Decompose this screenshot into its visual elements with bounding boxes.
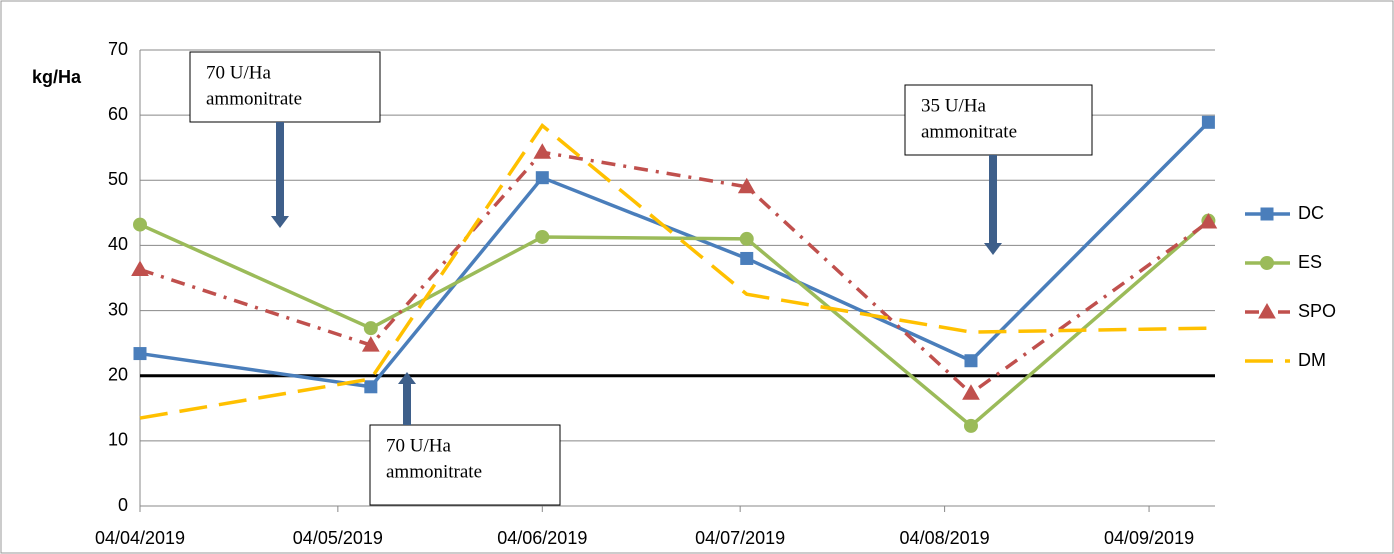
data-point xyxy=(1201,115,1215,129)
series-line xyxy=(139,150,1210,396)
data-point xyxy=(737,177,756,194)
annotation-arrow-head xyxy=(271,216,289,228)
annotation-arrow-shaft xyxy=(403,384,411,425)
annotation-box xyxy=(189,51,381,123)
x-tick-label: 04/04/2019 xyxy=(95,528,185,548)
data-point xyxy=(535,229,550,244)
data-point xyxy=(133,347,147,361)
data-point xyxy=(964,354,978,368)
x-tick-label: 04/08/2019 xyxy=(900,528,990,548)
data-point xyxy=(364,380,378,394)
data-point xyxy=(361,336,380,352)
data-point xyxy=(533,143,552,159)
legend-label: SPO xyxy=(1298,301,1336,321)
data-point xyxy=(133,217,147,232)
legend-marker xyxy=(1260,207,1274,221)
x-tick-label: 04/06/2019 xyxy=(497,528,587,548)
annotation-arrow-shaft xyxy=(989,155,997,243)
y-tick-label: 10 xyxy=(108,430,128,450)
y-tick-label: 40 xyxy=(108,234,128,254)
legend-label: DM xyxy=(1298,350,1326,370)
x-tick-label: 04/07/2019 xyxy=(695,528,785,548)
annotation-text: 70 U/Ha xyxy=(386,435,451,456)
annotation-text: ammonitrate xyxy=(921,121,1017,142)
data-point xyxy=(739,231,754,246)
legend-label: DC xyxy=(1298,203,1324,223)
x-tick-label: 04/05/2019 xyxy=(293,528,383,548)
annotation-arrow-head xyxy=(984,243,1002,255)
data-point xyxy=(1199,212,1218,229)
data-point xyxy=(963,418,978,433)
y-tick-label: 0 xyxy=(118,495,128,515)
y-axis-label: kg/Ha xyxy=(32,67,82,87)
annotation-text: 70 U/Ha xyxy=(206,62,271,83)
x-tick-label: 04/09/2019 xyxy=(1104,528,1194,548)
annotation-arrow-shaft xyxy=(276,122,284,216)
y-tick-label: 20 xyxy=(108,364,128,384)
legend-marker xyxy=(1258,302,1276,319)
annotation-text: ammonitrate xyxy=(206,88,302,109)
y-tick-label: 60 xyxy=(108,104,128,124)
legend-label: ES xyxy=(1298,252,1322,272)
annotation-text: 35 U/Ha xyxy=(921,95,986,116)
data-point xyxy=(740,251,754,265)
y-tick-label: 70 xyxy=(108,39,128,59)
annotation-box xyxy=(904,84,1093,156)
y-tick-label: 30 xyxy=(108,299,128,319)
series-line xyxy=(139,219,1210,429)
annotation-arrow-head xyxy=(398,372,416,384)
data-point xyxy=(131,260,149,277)
series-line xyxy=(139,121,1210,389)
legend-marker xyxy=(1260,256,1274,270)
annotation-text: ammonitrate xyxy=(386,461,482,482)
data-point xyxy=(363,321,378,336)
y-tick-label: 50 xyxy=(108,169,128,189)
data-point xyxy=(535,171,549,185)
data-point xyxy=(962,384,980,400)
annotation-box xyxy=(369,424,561,506)
